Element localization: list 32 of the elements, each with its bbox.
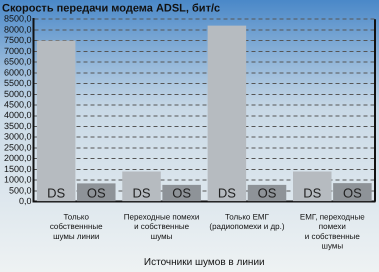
y-tick-label: 8000,0 [4,24,32,34]
y-tick-label: 5000,0 [4,88,32,99]
x-axis-title: Источники шумов в линии [144,256,265,268]
y-tick-label: 0,0 [19,196,32,206]
y-tick-label: 5500,0 [4,78,32,88]
y-tick-label: 8500,0 [4,14,32,24]
y-tick-label: 500,0 [8,185,32,196]
y-tick-label: 4000,0 [4,110,32,120]
y-tick-label: 6500,0 [4,56,32,67]
text: OS [172,186,192,201]
y-tick-label: 2500,0 [4,142,32,152]
text: DS [218,186,236,201]
text: DS [303,186,322,201]
text: OS [342,186,362,201]
text: DS [132,186,151,201]
y-tick-label: 7000,0 [4,46,32,56]
y-tick-label: 7500,0 [4,35,32,46]
series-label: OS [86,186,106,201]
text: OS [258,186,276,201]
y-tick-label: 1500,0 [4,164,32,174]
y-tick-label: 3000,0 [4,132,32,142]
y-tick-label: 6000,0 [4,67,32,78]
x-tick-label: ЕМГ, переходные помехи и собственные шумы [300,212,366,250]
y-tick-label: 2000,0 [4,153,32,164]
chart-title: Скорость передачи модема ADSL, бит/с [2,2,220,15]
x-tick-label: Только ЕМГ (радиопомехи и др.) [209,212,285,232]
y-tick-label: 1000,0 [4,174,32,185]
y-tick-label: 3500,0 [4,120,32,131]
x-tick-label: Только собственнные шумы линии [50,212,104,241]
x-tick-label: Переходные помехи и собственные шумы [124,212,200,241]
y-tick-label: 4500,0 [4,100,32,110]
series-label: DS [47,186,66,201]
